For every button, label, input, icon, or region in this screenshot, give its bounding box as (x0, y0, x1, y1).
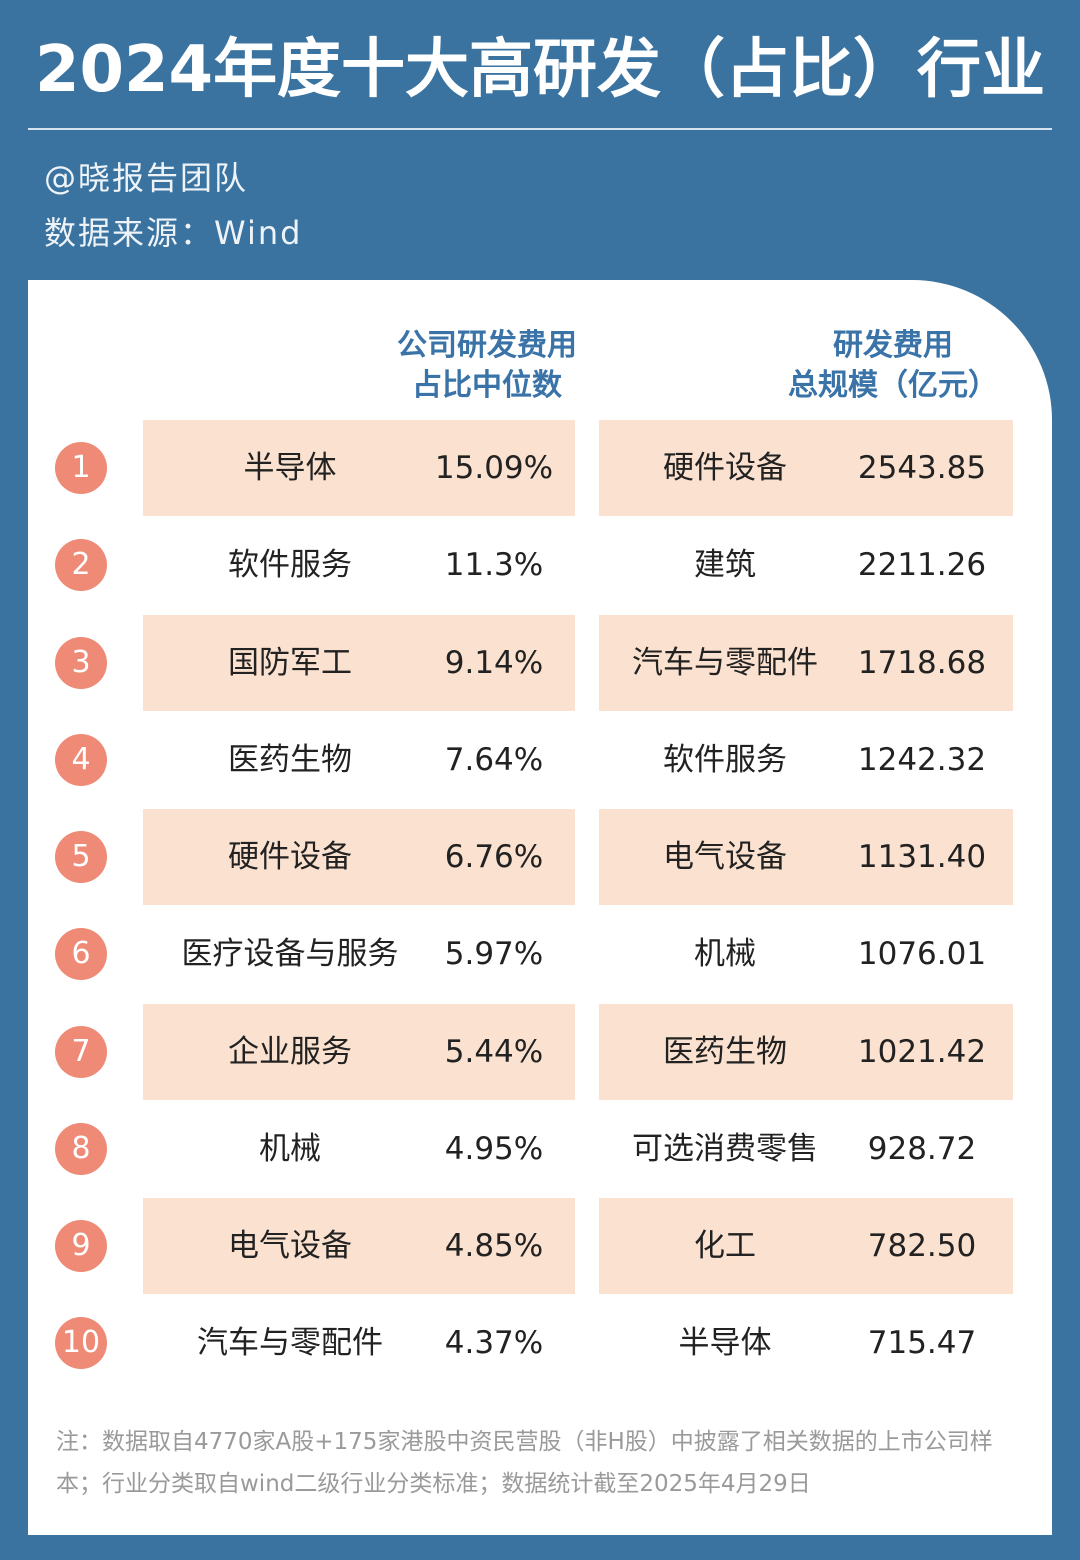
row-shade (599, 1003, 1013, 1100)
rd-ratio: 11.3% (444, 547, 544, 584)
industry: 硬件设备 (228, 839, 352, 875)
rank-badge: 10 (55, 1317, 107, 1370)
industry: 半导体 (243, 450, 337, 486)
industry: 汽车与零配件 (197, 1325, 383, 1362)
industry: 软件服务 (663, 741, 787, 778)
industry: 可选消费零售 (632, 1130, 818, 1167)
row-shade (143, 1198, 575, 1294)
industry: 医药生物 (228, 741, 352, 778)
rd-total: 928.72 (867, 1130, 977, 1167)
rd-total: 1242.32 (857, 741, 987, 778)
row-shade (143, 614, 575, 711)
rank-badge: 2 (55, 539, 107, 592)
row-shade (599, 420, 1013, 516)
industry: 企业服务 (228, 1033, 352, 1070)
rd-ratio: 7.64% (444, 741, 544, 778)
industry: 机械 (259, 1130, 321, 1167)
column-header: 总规模（亿元） (788, 368, 998, 403)
rank-badge: 3 (55, 636, 107, 689)
rd-ratio: 6.76% (444, 839, 544, 875)
rd-ratio: 4.85% (444, 1228, 544, 1264)
rd-ratio: 15.09% (434, 450, 554, 486)
industry: 汽车与零配件 (632, 644, 818, 681)
industry: 机械 (694, 936, 756, 973)
title: 2024年度十大高研发（占比）行业 (34, 33, 1046, 107)
rd-total: 2211.26 (857, 547, 987, 584)
industry: 软件服务 (228, 547, 352, 584)
divider (28, 128, 1052, 130)
rd-total: 1021.42 (857, 1033, 987, 1070)
row-shade (599, 614, 1013, 711)
rd-ratio: 4.37% (444, 1325, 544, 1362)
row-shade (143, 1003, 575, 1100)
industry: 电气设备 (228, 1228, 352, 1264)
column-header: 占比中位数 (412, 368, 562, 403)
rd-ratio: 4.95% (444, 1130, 544, 1167)
rank-badge: 6 (55, 928, 107, 981)
rd-ratio: 5.97% (444, 936, 544, 973)
rd-total: 2543.85 (857, 450, 987, 486)
column-header: 研发费用 (833, 328, 953, 363)
row-shade (599, 809, 1013, 905)
row-shade (143, 420, 575, 516)
rank-badge: 1 (55, 442, 107, 494)
rank-badge: 5 (55, 831, 107, 883)
industry: 国防军工 (228, 644, 352, 681)
industry: 医疗设备与服务 (181, 936, 399, 973)
rd-total: 715.47 (867, 1325, 977, 1362)
column-header: 公司研发费用 (397, 328, 577, 363)
rank-badge: 9 (55, 1220, 107, 1272)
row-shade (143, 809, 575, 905)
rank-badge: 7 (55, 1025, 107, 1078)
source: 数据来源：Wind (44, 214, 303, 252)
industry: 硬件设备 (663, 450, 787, 486)
rd-ratio: 9.14% (444, 644, 544, 681)
rd-total: 782.50 (867, 1228, 977, 1264)
rd-total: 1718.68 (857, 644, 987, 681)
industry: 化工 (694, 1228, 756, 1264)
rd-total: 1076.01 (857, 936, 987, 973)
industry: 建筑 (694, 547, 756, 584)
rank-badge: 4 (55, 733, 107, 786)
industry: 半导体 (678, 1325, 772, 1362)
row-shade (599, 1198, 1013, 1294)
industry: 医药生物 (663, 1033, 787, 1070)
author: @晓报告团队 (44, 159, 249, 197)
rd-total: 1131.40 (857, 839, 987, 875)
rd-ratio: 5.44% (444, 1033, 544, 1070)
industry: 电气设备 (663, 839, 787, 875)
note: 注：数据取自4770家A股+175家港股中资民营股（非H股）中披露了相关数据的上… (56, 1429, 993, 1497)
rank-badge: 8 (55, 1122, 107, 1175)
